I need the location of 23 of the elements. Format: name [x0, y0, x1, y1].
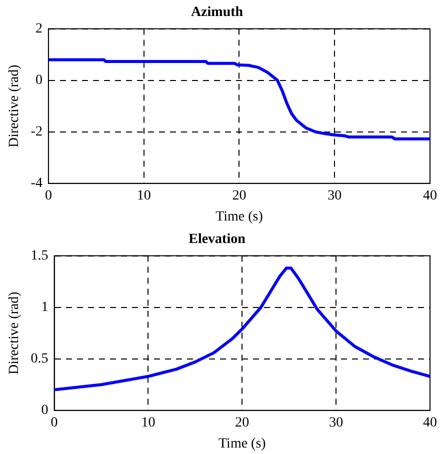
- y-tick-label: 1: [41, 300, 48, 316]
- y-tick-label: 0: [41, 403, 48, 418]
- x-tick-label: 40: [423, 188, 437, 204]
- x-axis-title: Time (s): [218, 436, 266, 452]
- y-tick-label: 1.5: [30, 248, 48, 264]
- x-tick-label: 10: [136, 188, 151, 204]
- y-tick-label: 0: [35, 73, 42, 88]
- y-tick-label: 2: [35, 21, 42, 36]
- x-tick-label: 40: [423, 415, 437, 430]
- y-tick-label: 0.5: [30, 352, 48, 367]
- x-tick-label: 30: [328, 188, 342, 204]
- y-axis-title: Directive (rad): [7, 291, 22, 374]
- x-tick-label: 20: [235, 415, 250, 430]
- x-tick-label: 0: [50, 415, 58, 430]
- y-tick-label: -2: [30, 124, 42, 140]
- x-tick-label: 20: [232, 188, 246, 204]
- chart-title: Azimuth: [190, 5, 244, 20]
- x-axis-title: Time (s): [216, 209, 264, 224]
- x-tick-label: 10: [141, 415, 156, 430]
- y-tick-label: -4: [30, 176, 42, 192]
- y-axis-title: Directive (rad): [7, 64, 22, 148]
- x-tick-label: 30: [329, 415, 344, 430]
- chart-title: Elevation: [188, 232, 246, 248]
